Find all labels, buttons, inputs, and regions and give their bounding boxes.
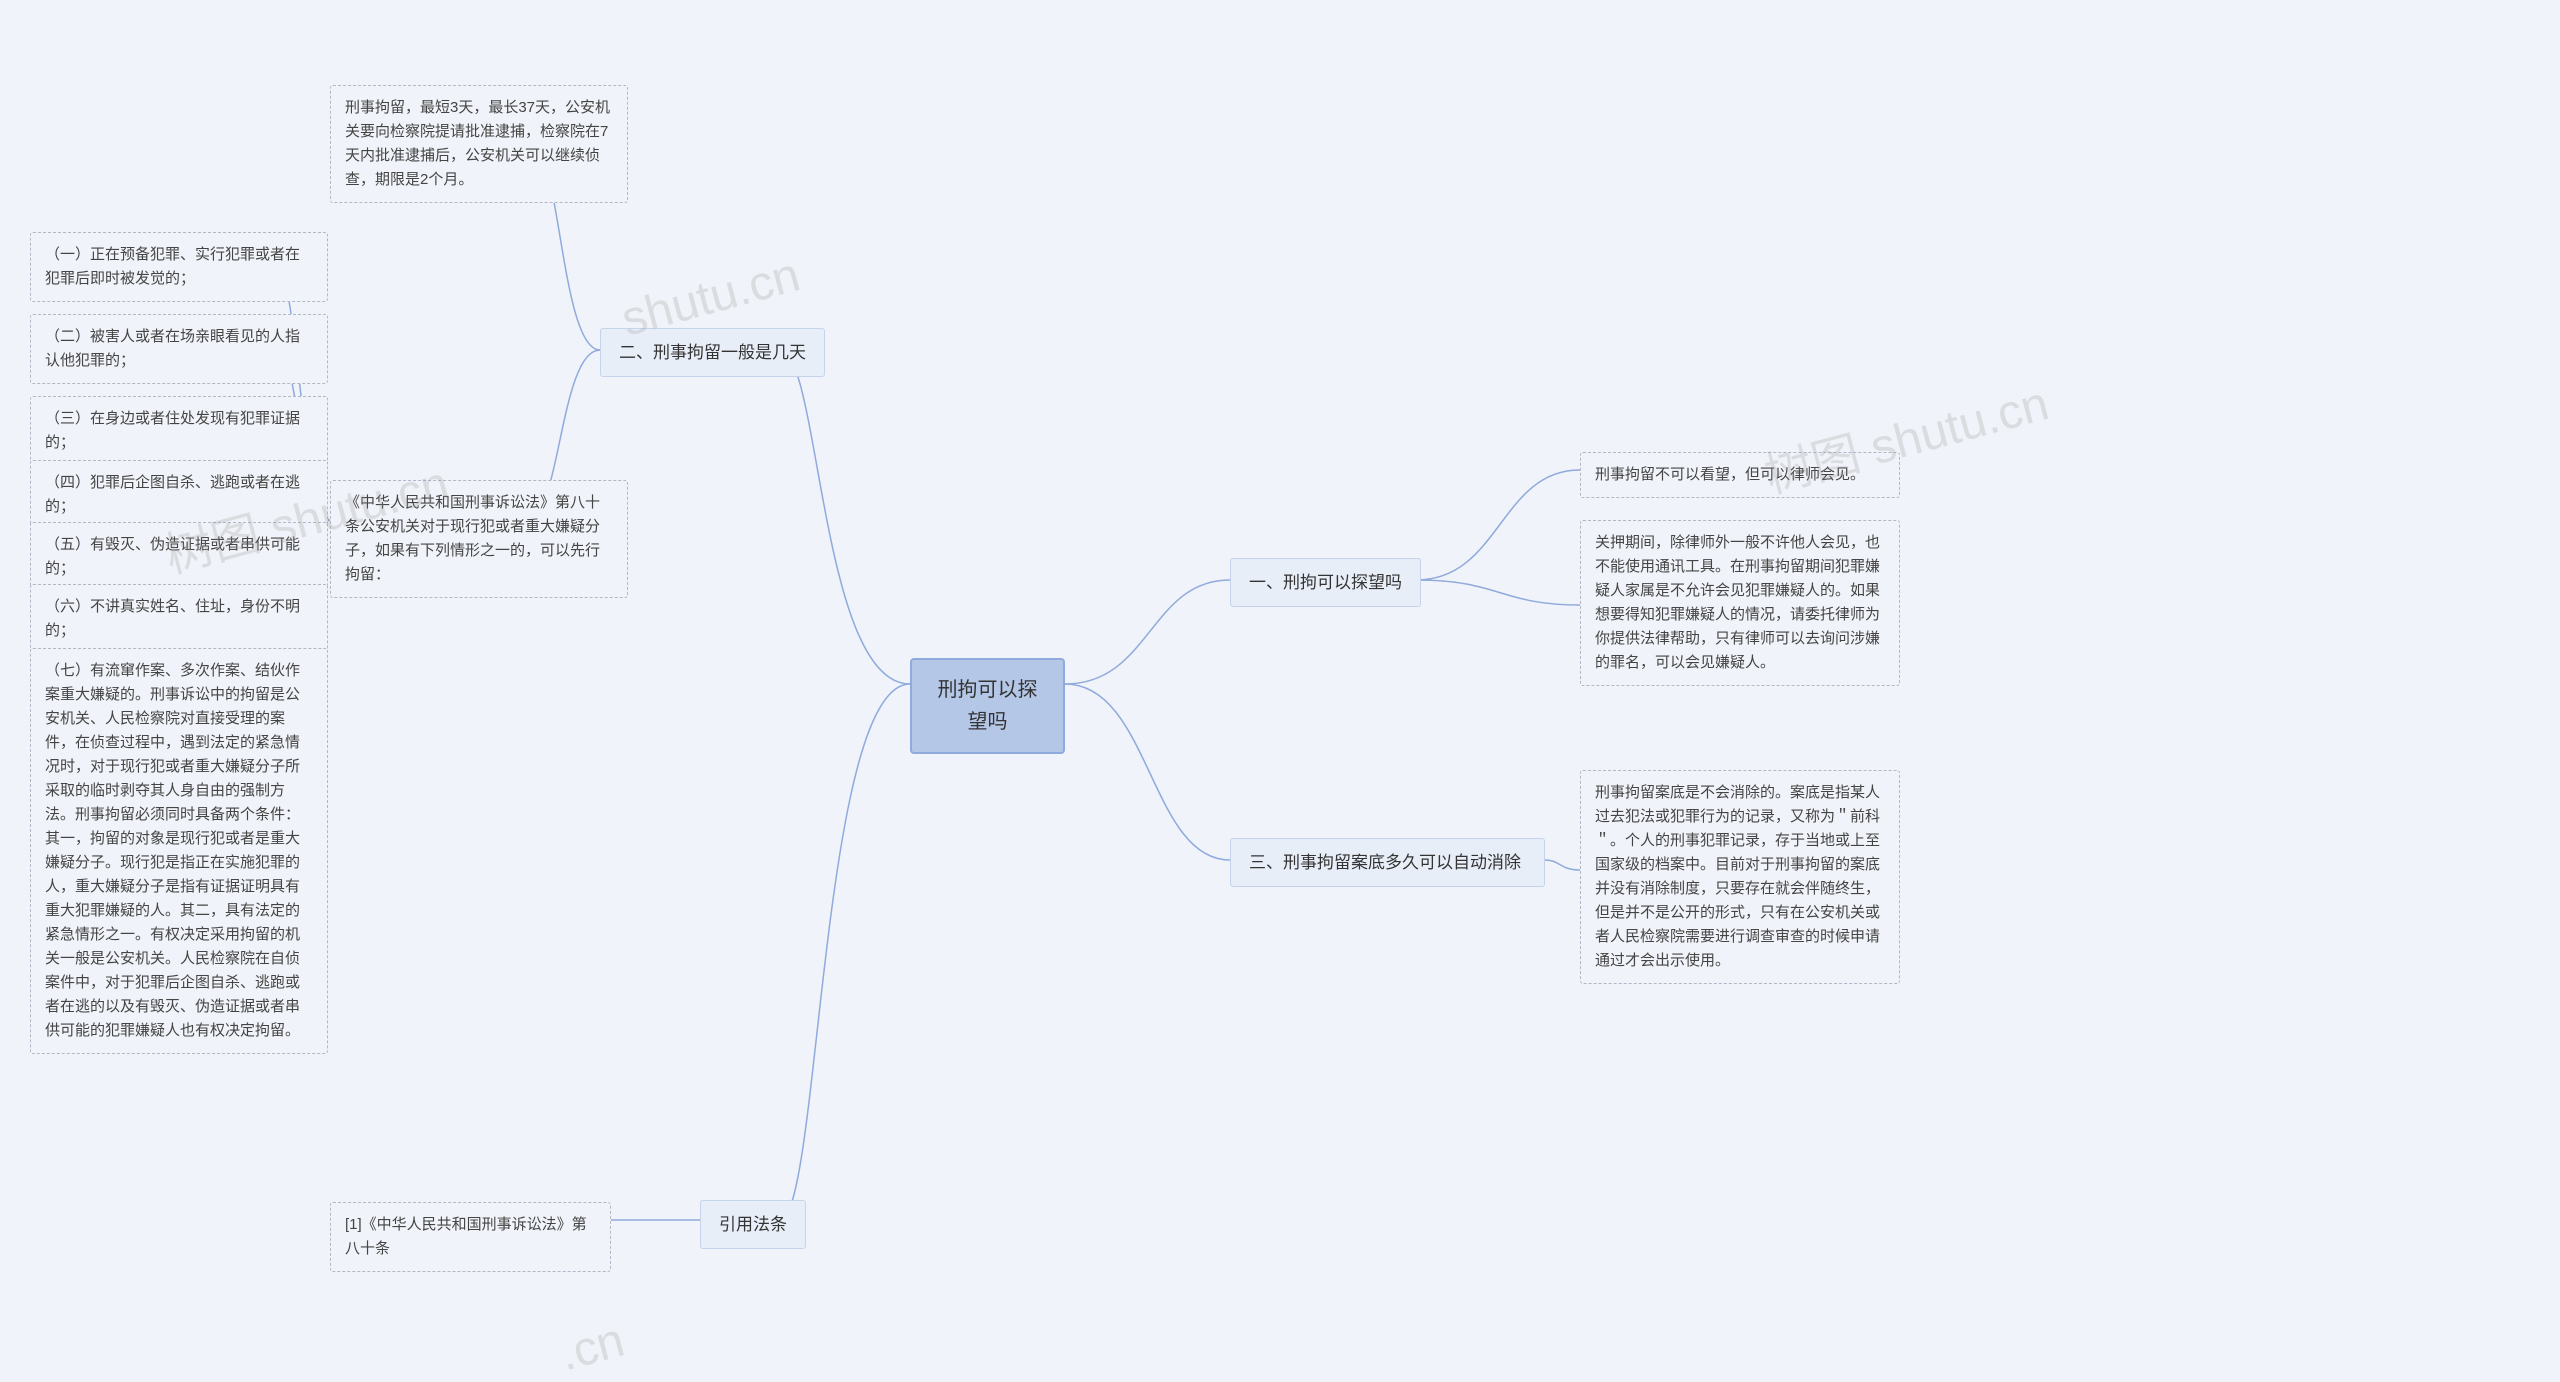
- branch-node-left-1[interactable]: 二、刑事拘留一般是几天: [600, 328, 825, 377]
- leaf-node: （六）不讲真实姓名、住址，身份不明的；: [30, 584, 328, 654]
- leaf-node: 刑事拘留不可以看望，但可以律师会见。: [1580, 452, 1900, 498]
- leaf-node: 刑事拘留，最短3天，最长37天，公安机关要向检察院提请批准逮捕，检察院在7天内批…: [330, 85, 628, 203]
- leaf-node: （二）被害人或者在场亲眼看见的人指认他犯罪的；: [30, 314, 328, 384]
- leaf-node: 关押期间，除律师外一般不许他人会见，也不能使用通讯工具。在刑事拘留期间犯罪嫌疑人…: [1580, 520, 1900, 686]
- branch-node-right-2[interactable]: 三、刑事拘留案底多久可以自动消除: [1230, 838, 1545, 887]
- sub-node: 《中华人民共和国刑事诉讼法》第八十条公安机关对于现行犯或者重大嫌疑分子，如果有下…: [330, 480, 628, 598]
- root-node[interactable]: 刑拘可以探望吗: [910, 658, 1065, 754]
- leaf-node: （五）有毁灭、伪造证据或者串供可能的；: [30, 522, 328, 592]
- leaf-node: [1]《中华人民共和国刑事诉讼法》第八十条: [330, 1202, 611, 1272]
- leaf-node: 刑事拘留案底是不会消除的。案底是指某人过去犯法或犯罪行为的记录，又称为＂前科＂。…: [1580, 770, 1900, 984]
- branch-node-right-1[interactable]: 一、刑拘可以探望吗: [1230, 558, 1421, 607]
- leaf-node: （三）在身边或者住处发现有犯罪证据的；: [30, 396, 328, 466]
- leaf-node: （四）犯罪后企图自杀、逃跑或者在逃的；: [30, 460, 328, 530]
- connector-layer: [0, 0, 2560, 1368]
- watermark: .cn: [554, 1313, 630, 1382]
- branch-node-left-2[interactable]: 引用法条: [700, 1200, 806, 1249]
- leaf-node: （七）有流窜作案、多次作案、结伙作案重大嫌疑的。刑事诉讼中的拘留是公安机关、人民…: [30, 648, 328, 1054]
- leaf-node: （一）正在预备犯罪、实行犯罪或者在犯罪后即时被发觉的；: [30, 232, 328, 302]
